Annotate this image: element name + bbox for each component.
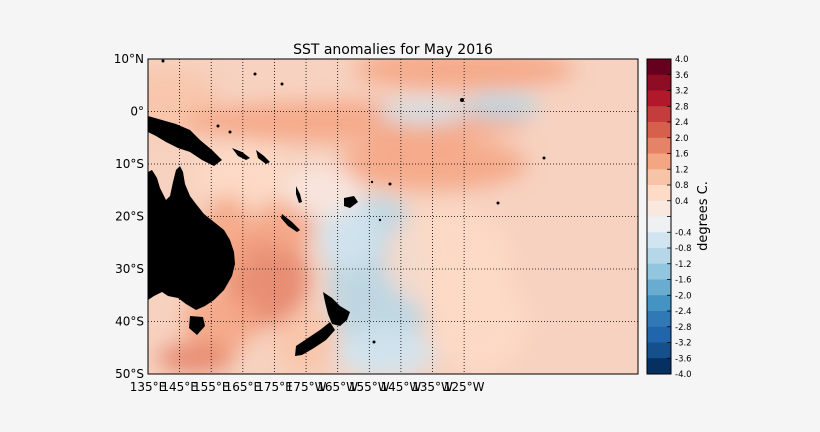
longitude-labels: 135°E145°E155°E165°E175°E175°W165°W155°W… (130, 380, 485, 394)
longitude-label: 155°E (193, 380, 230, 394)
longitude-label: 175°E (256, 380, 293, 394)
colorbar-segment (647, 295, 671, 312)
colorbar-segment (647, 74, 671, 91)
island-dot (161, 59, 165, 63)
solomon-islands-land (232, 148, 270, 164)
colorbar-tick-label: 0.8 (675, 181, 689, 191)
island-dot (388, 182, 392, 186)
longitude-label: 155°W (349, 380, 390, 394)
colorbar-segment (647, 342, 671, 359)
colorbar-segment (647, 279, 671, 296)
colorbar-ticks: 4.0 3.6 3.2 2.8 2.4 2.0 1.6 1.2 0.8 0.4 -0.4 -0.8 -1… (667, 55, 692, 380)
map-plot-area (148, 59, 638, 374)
island-dot (372, 340, 376, 344)
colorbar-tick-label: -0.8 (675, 244, 692, 254)
colorbar-segment (647, 122, 671, 139)
tasmania-land (189, 316, 205, 335)
landmasses (148, 59, 546, 356)
island-dot (496, 201, 500, 205)
australia-land (148, 166, 235, 310)
colorbar-segment (647, 90, 671, 107)
colorbar-segment (647, 185, 671, 202)
anomaly-region (252, 200, 316, 254)
latitude-label: 30°S (115, 262, 144, 276)
island-dot (280, 82, 284, 86)
colorbar-tick-label: -2.8 (675, 323, 692, 333)
colorbar-segment (647, 200, 671, 217)
island-dot (460, 98, 464, 102)
longitude-label: 125°W (444, 380, 485, 394)
anomaly-region (334, 326, 436, 374)
colorbar-tick-label: 2.0 (675, 134, 689, 144)
map-title: SST anomalies for May 2016 (293, 42, 493, 58)
colorbar-tick-label: 1.2 (675, 165, 689, 175)
colorbar-label: degrees C. (696, 181, 711, 251)
colorbar-tick-label: -2.4 (675, 307, 692, 317)
colorbar-tick-label: 1.6 (675, 150, 689, 160)
latitude-label: 50°S (115, 367, 144, 381)
latitude-labels: 10°N 0° 10°S 20°S 30°S 40°S 50°S (114, 52, 144, 381)
colorbar-tick-label: 3.6 (675, 71, 689, 81)
longitude-label: 135°E (130, 380, 167, 394)
vanuatu-land (296, 186, 302, 203)
colorbar-segment (647, 326, 671, 343)
longitude-label: 135°W (412, 380, 453, 394)
colorbar-segment (647, 59, 671, 76)
new-caledonia-land (281, 214, 300, 232)
colorbar-segment (647, 311, 671, 328)
colorbar (647, 59, 671, 375)
colorbar-tick-label: -3.6 (675, 354, 692, 364)
anomaly-region (283, 164, 360, 217)
colorbar-tick-label: 0.4 (675, 197, 689, 207)
island-dot (542, 156, 546, 160)
fiji-land (344, 196, 358, 208)
colorbar-segment (647, 216, 671, 233)
colorbar-tick-label: -3.2 (675, 339, 692, 349)
longitude-label: 175°W (286, 380, 327, 394)
colorbar-tick-label: -0.4 (675, 228, 692, 238)
island-dot (253, 72, 257, 76)
colorbar-segment (647, 169, 671, 186)
anomaly-region (464, 93, 540, 120)
longitude-label: 145°W (381, 380, 422, 394)
colorbar-tick-label: -4.0 (675, 370, 692, 380)
new-guinea-land (148, 116, 222, 166)
new-zealand-south-land (295, 322, 335, 356)
longitude-label: 165°W (317, 380, 358, 394)
colorbar-tick-label: 4.0 (675, 55, 689, 65)
longitude-label: 145°E (161, 380, 198, 394)
latitude-label: 0° (130, 105, 144, 119)
colorbar-segment (647, 106, 671, 123)
colorbar-tick-label: 3.2 (675, 87, 689, 97)
anomaly-region (432, 269, 528, 374)
colorbar-tick-label: -1.2 (675, 260, 692, 270)
island-dot (228, 130, 232, 134)
anomaly-region (157, 342, 234, 374)
colorbar-segment (647, 153, 671, 170)
map-frame (147, 58, 639, 375)
new-zealand-north-land (323, 292, 350, 326)
latitude-label: 20°S (115, 210, 144, 224)
island-dot (216, 124, 220, 128)
colorbar-tick-label: -2.0 (675, 291, 692, 301)
map-gridlines (148, 59, 638, 374)
latitude-label: 10°S (115, 157, 144, 171)
island-dot (370, 180, 374, 184)
colorbar-tick-label: 2.8 (675, 102, 689, 112)
colorbar-segment (647, 263, 671, 280)
island-dot (378, 218, 382, 222)
colorbar-segment (647, 248, 671, 265)
colorbar-segment (647, 137, 671, 154)
latitude-label: 40°S (115, 315, 144, 329)
colorbar-segment (647, 358, 671, 375)
latitude-label: 10°N (114, 52, 144, 66)
colorbar-tick-label: 2.4 (675, 118, 689, 128)
longitude-label: 165°E (225, 380, 262, 394)
colorbar-segment (647, 232, 671, 249)
colorbar-tick-label: -1.6 (675, 276, 692, 286)
